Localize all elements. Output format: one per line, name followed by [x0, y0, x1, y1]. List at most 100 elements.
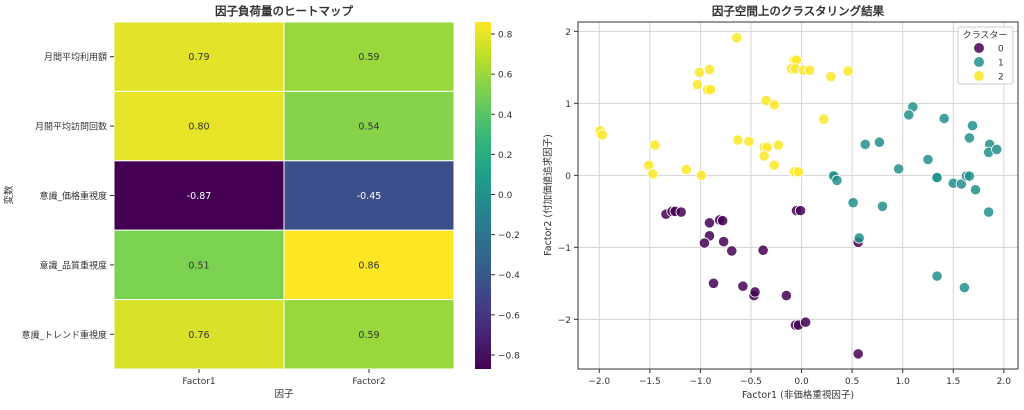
heatmap-chart: 因子負荷量のヒートマップ 因子 変数 0.79 0.59 月間平均利用額 0.80 0.… [3, 4, 520, 400]
scatter-point-cluster-2 [818, 113, 830, 125]
scatter-point-cluster-2 [695, 169, 708, 181]
scatter-point-cluster-1 [847, 197, 859, 209]
scatter-ytick-label: 2 [565, 28, 571, 38]
heatmap-cell-label: 0.54 [358, 122, 379, 133]
scatter-point-cluster-0 [737, 280, 749, 292]
scatter-xtick-label: 1.5 [946, 377, 960, 387]
legend-label-cluster-0: 0 [998, 45, 1004, 55]
scatter-point-cluster-1 [983, 206, 995, 218]
scatter-point-cluster-2 [691, 79, 703, 91]
scatter-point-cluster-1 [873, 136, 886, 148]
scatter-point-cluster-0 [780, 289, 792, 302]
scatter-ytick-label: 0 [565, 172, 571, 182]
heatmap-cell [283, 299, 455, 370]
legend-marker-cluster-0 [974, 43, 984, 53]
scatter-point-cluster-0 [726, 245, 738, 257]
scatter-point-cluster-2 [649, 139, 661, 151]
scatter-point-cluster-2 [647, 168, 659, 180]
scatter-point-cluster-2 [825, 71, 837, 83]
scatter-axes-frame [577, 21, 1019, 370]
scatter-xlabel: Factor1 (非価格重視因子) [742, 389, 854, 401]
legend-title: クラスター [963, 30, 1008, 41]
scatter-point-cluster-1 [931, 270, 943, 282]
legend-marker-cluster-2 [974, 71, 984, 81]
scatter-point-cluster-0 [852, 348, 864, 360]
scatter-point-cluster-2 [792, 166, 805, 178]
heatmap-column-label: Factor1 [182, 377, 215, 387]
scatter-point-cluster-1 [903, 109, 915, 121]
scatter-point-cluster-1 [969, 184, 982, 196]
scatter-point-cluster-1 [966, 120, 979, 132]
scatter-point-cluster-0 [675, 206, 687, 218]
heatmap-cell-label: 0.76 [188, 330, 209, 341]
scatter-point-cluster-2 [680, 163, 692, 176]
scatter-point-cluster-0 [698, 237, 711, 249]
heatmap-cell [113, 160, 285, 231]
scatter-point-cluster-1 [922, 153, 934, 166]
legend-label-cluster-2: 2 [998, 73, 1004, 83]
scatter-xtick-label: 2.0 [997, 377, 1012, 387]
heatmap-cell [283, 229, 455, 301]
scatter-point-cluster-1 [859, 138, 871, 150]
heatmap-row-label: 意識_価格重視度 [39, 190, 107, 202]
heatmap-ylabel: 変数 [3, 185, 15, 205]
scatter-point-cluster-1 [963, 132, 976, 144]
scatter-point-cluster-0 [703, 217, 716, 229]
scatter-point-cluster-1 [991, 143, 1003, 156]
colorbar [475, 22, 491, 369]
scatter-point-cluster-1 [938, 112, 950, 125]
legend-box [957, 26, 1014, 85]
scatter-xtick-label: −1.0 [689, 377, 711, 387]
scatter-xtick-label: −2.0 [588, 377, 610, 387]
heatmap-xlabel: 因子 [274, 389, 294, 400]
scatter-point-cluster-2 [693, 66, 705, 78]
scatter-point-cluster-0 [717, 215, 729, 227]
heatmap-cell [283, 90, 455, 162]
scatter-point-cluster-2 [732, 134, 744, 146]
scatter-point-cluster-1 [876, 200, 889, 212]
scatter-point-cluster-1 [963, 170, 976, 182]
scatter-point-cluster-0 [707, 277, 720, 289]
scatter-chart: 因子空間上のクラスタリング結果 Factor1 (非価格重視因子) Factor… [542, 4, 1019, 401]
scatter-point-cluster-1 [893, 163, 905, 175]
heatmap-cell-label: -0.45 [357, 191, 382, 202]
colorbar-tick-label: −0.6 [498, 311, 520, 321]
heatmap-column-label: Factor2 [352, 377, 385, 387]
colorbar-tick-label: 0.8 [498, 31, 513, 41]
legend-marker-cluster-1 [974, 57, 984, 67]
scatter-ytick-label: −1 [558, 244, 571, 254]
heatmap-row-label: 意識_品質重視度 [39, 259, 107, 271]
colorbar-tick-label: −0.4 [498, 271, 520, 281]
heatmap-cell [113, 21, 285, 92]
colorbar-tick-label: −0.2 [498, 231, 520, 241]
heatmap-cell [283, 160, 455, 231]
colorbar-tick-label: 0.0 [498, 191, 513, 201]
scatter-point-cluster-2 [731, 32, 743, 44]
heatmap-row-label: 意識_トレンド重視度 [21, 329, 107, 341]
scatter-point-cluster-2 [743, 135, 755, 148]
legend: クラスター 0 1 2 [957, 26, 1014, 85]
heatmap-row-label: 月間平均利用額 [44, 51, 107, 63]
scatter-point-cluster-2 [772, 139, 784, 151]
heatmap-cell [113, 90, 285, 162]
scatter-xtick-label: −0.5 [740, 377, 762, 387]
colorbar-tick-label: 0.6 [498, 71, 513, 81]
scatter-point-cluster-0 [794, 205, 807, 217]
scatter-point-cluster-1 [958, 282, 970, 294]
scatter-point-cluster-0 [757, 244, 769, 256]
colorbar-tick-label: −0.8 [498, 351, 520, 361]
heatmap-cell-label: 0.79 [188, 52, 209, 63]
scatter-point-cluster-0 [799, 316, 812, 328]
heatmap-cell-label: 0.51 [188, 260, 209, 271]
heatmap-cell-label: 0.86 [358, 260, 379, 271]
heatmap-row-label: 月間平均訪問回数 [35, 121, 107, 133]
heatmap-cell-label: -0.87 [187, 191, 212, 202]
scatter-xtick-label: −1.5 [639, 377, 661, 387]
scatter-xtick-label: 0.0 [794, 377, 809, 387]
scatter-point-cluster-1 [831, 174, 843, 186]
heatmap-cell [283, 21, 455, 92]
scatter-point-cluster-2 [842, 65, 854, 77]
scatter-xtick-label: 0.5 [845, 377, 859, 387]
scatter-title: 因子空間上のクラスタリング結果 [712, 4, 885, 18]
